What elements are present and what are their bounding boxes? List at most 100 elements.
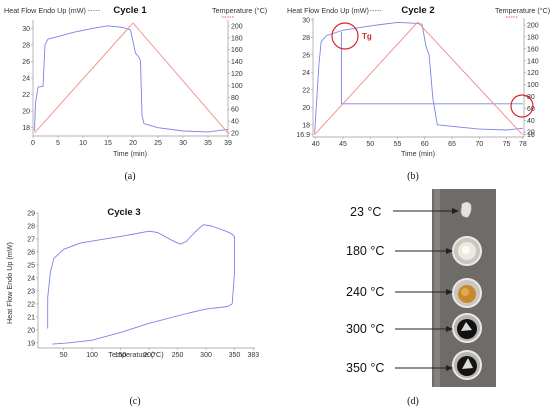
panel-c-x-tick-label: 383 bbox=[247, 352, 259, 359]
panel-c-y-tick-label: 27 bbox=[27, 236, 35, 243]
panel-b-letter: (b) bbox=[407, 171, 419, 182]
panel-a-right-tick-label: 80 bbox=[231, 95, 239, 102]
panel-b-right-tick-label: 40 bbox=[527, 118, 535, 125]
panel-c-x-tick-label: 200 bbox=[143, 352, 155, 359]
panel-c-x-tick-label: 150 bbox=[115, 352, 127, 359]
sample-240c bbox=[452, 278, 482, 308]
panel-c-series bbox=[47, 224, 235, 345]
panel-b-x-tick-label: 70 bbox=[475, 141, 483, 148]
panel-a-right-tick-label: 180 bbox=[231, 35, 243, 42]
panel-c: 50 100 150 200 250 300 350 383 19 20 21 22 23 24 25 26… bbox=[5, 207, 259, 407]
photo-label-350c: 350 °C bbox=[346, 361, 384, 375]
panel-b-right-tick-label: 160 bbox=[527, 46, 539, 53]
panel-a-right-tick-label: 100 bbox=[231, 83, 243, 90]
panel-b-x-tick-label: 65 bbox=[448, 141, 456, 148]
panel-c-axes bbox=[37, 213, 255, 349]
panel-c-letter: (c) bbox=[129, 396, 140, 407]
panel-b-x-tick-label: 60 bbox=[421, 141, 429, 148]
panel-a-y-tick-label: 26 bbox=[22, 59, 30, 66]
panel-b-x-tick-label: 50 bbox=[366, 141, 374, 148]
panel-b-y-tick-label: 26 bbox=[302, 52, 310, 59]
panel-b-tg-circle bbox=[331, 22, 359, 50]
panel-b-axes bbox=[312, 18, 525, 138]
panel-a-y-tick-label: 30 bbox=[22, 26, 30, 33]
panel-c-y-tick-label: 25 bbox=[27, 262, 35, 269]
panel-a-x-tick-label: 39 bbox=[224, 140, 232, 147]
panel-b-series bbox=[314, 21, 523, 135]
panel-a-x-axis-label: Time (min) bbox=[113, 149, 147, 158]
panel-b-left-axis-label: Heat Flow Endo Up (mW) bbox=[287, 6, 369, 15]
panel-a-right-tick-label: 160 bbox=[231, 47, 243, 54]
panel-a-y-tick-label: 28 bbox=[22, 42, 30, 49]
panel-b-title: Cycle 2 bbox=[401, 5, 434, 16]
photo-arrowhead-180c bbox=[446, 248, 453, 254]
panel-b-x-tick-label: 55 bbox=[394, 141, 402, 148]
photo-label-180c: 180 °C bbox=[346, 244, 384, 258]
panel-b-y-tick-label: 24 bbox=[302, 70, 310, 77]
panel-a-series bbox=[34, 22, 229, 134]
panel-b-right-tick-label: 16 bbox=[527, 132, 535, 139]
panel-a-x-tick-label: 25 bbox=[154, 140, 162, 147]
panel-b-x-tick-label: 75 bbox=[503, 141, 511, 148]
panel-c-y-ticks: 19 20 21 22 23 24 25 26 27 28 29 bbox=[27, 211, 38, 347]
panel-c-x-tick-label: 300 bbox=[200, 352, 212, 359]
panel-c-y-tick-label: 19 bbox=[27, 340, 35, 347]
panel-b-x-tick-label: 78 bbox=[519, 141, 527, 148]
panel-a-axes bbox=[32, 20, 229, 137]
panel-b-left-ticks: 16.9 18 20 22 24 26 28 30 bbox=[296, 17, 313, 139]
panel-a-right-axis-label: Temperature (°C) bbox=[212, 6, 267, 15]
panel-a-y-tick-label: 20 bbox=[22, 109, 30, 116]
panel-c-y-tick-label: 20 bbox=[27, 327, 35, 334]
panel-a-x-tick-label: 10 bbox=[79, 140, 87, 147]
photo-arrowhead-240c bbox=[446, 289, 453, 295]
photo-arrowhead-23c bbox=[452, 208, 459, 214]
panel-a-series-temperature-line bbox=[34, 22, 229, 134]
panel-c-y-tick-label: 28 bbox=[27, 223, 35, 230]
panel-b-tg-label: Tg bbox=[362, 32, 372, 41]
panel-b-right-tick-label: 80 bbox=[527, 94, 535, 101]
panel-c-x-tick-label: 50 bbox=[60, 352, 68, 359]
panel-c-y-tick-label: 21 bbox=[27, 314, 35, 321]
sample-180c bbox=[452, 236, 482, 266]
panel-c-x-tick-label: 100 bbox=[86, 352, 98, 359]
panel-d-letter: (d) bbox=[407, 396, 419, 407]
photo-arrowhead-350c bbox=[446, 365, 453, 371]
panel-a: 0 5 10 15 20 25 30 35 39 18 20 22 24 26 28 30 20 40 60 80… bbox=[4, 5, 267, 182]
panel-a-y-tick-label: 22 bbox=[22, 92, 30, 99]
sample-350c bbox=[452, 350, 482, 380]
panel-d: 23 °C 180 °C 240 °C 300 °C 350 °C (d) bbox=[346, 189, 496, 407]
panel-b: 40 45 50 55 60 65 70 75 78 16.9 18 20 22 24 26 28 30 16… bbox=[287, 5, 550, 182]
panel-a-right-tick-label: 200 bbox=[231, 23, 243, 30]
panel-a-letter: (a) bbox=[124, 171, 135, 182]
panel-b-y-tick-label: 28 bbox=[302, 35, 310, 42]
panel-c-x-axis-label: Temperature (°C) bbox=[108, 350, 163, 359]
photo-arrowhead-300c bbox=[446, 326, 453, 332]
panel-a-y-tick-label: 24 bbox=[22, 76, 30, 83]
panel-b-right-tick-label: 60 bbox=[527, 106, 535, 113]
panel-b-x-tick-label: 45 bbox=[339, 141, 347, 148]
panel-a-x-tick-label: 20 bbox=[129, 140, 137, 147]
panel-a-x-tick-label: 15 bbox=[104, 140, 112, 147]
photo-label-23c: 23 °C bbox=[350, 205, 381, 219]
panel-c-x-tick-label: 350 bbox=[229, 352, 241, 359]
panel-a-series-heat-flow-line bbox=[34, 25, 229, 133]
panel-a-y-tick-label: 18 bbox=[22, 125, 30, 132]
panel-a-right-tick-label: 60 bbox=[231, 107, 239, 114]
panel-b-y-tick-label: 22 bbox=[302, 87, 310, 94]
panel-b-right-tick-label: 140 bbox=[527, 58, 539, 65]
panel-c-y-tick-label: 26 bbox=[27, 249, 35, 256]
panel-b-right-tick-label: 200 bbox=[527, 23, 539, 30]
panel-b-series-heat-flow-line bbox=[314, 21, 523, 134]
panel-b-x-axis-label: Time (min) bbox=[401, 149, 435, 158]
panel-c-series-heat-flow-line bbox=[47, 224, 235, 345]
panel-a-x-tick-label: 0 bbox=[31, 140, 35, 147]
panel-b-right-tick-label: 100 bbox=[527, 82, 539, 89]
panel-a-title: Cycle 1 bbox=[113, 5, 147, 16]
panel-b-y-tick-label: 16.9 bbox=[296, 132, 310, 139]
panel-a-x-tick-label: 30 bbox=[179, 140, 187, 147]
panel-b-series-temperature-line bbox=[314, 21, 523, 135]
panel-b-right-axis-label: Temperature (°C) bbox=[495, 6, 550, 15]
panel-c-y-tick-label: 23 bbox=[27, 288, 35, 295]
